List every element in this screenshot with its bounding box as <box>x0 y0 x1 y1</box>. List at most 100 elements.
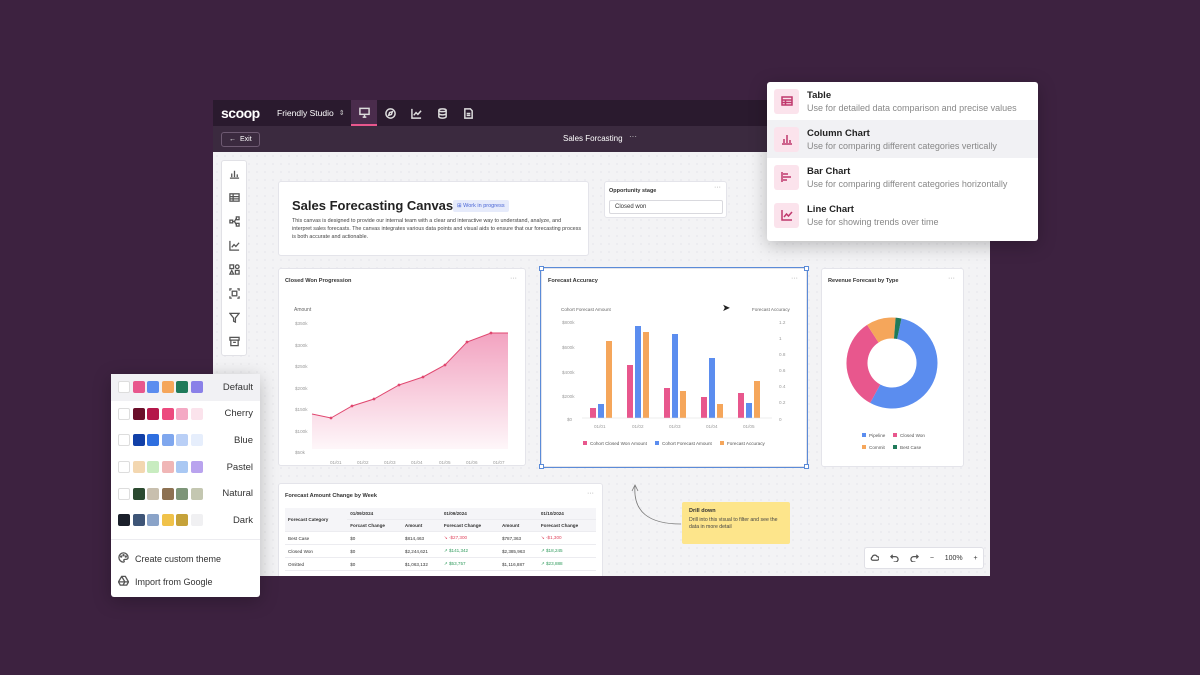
y-tick: $250k <box>295 364 308 369</box>
connector-arrow <box>631 484 682 525</box>
resize-handle[interactable] <box>804 464 809 469</box>
area-fill <box>312 333 508 449</box>
theme-picker: Default Cherry Blue Pastel Natural <box>111 374 260 597</box>
chart-option-table[interactable]: Table Use for detailed data comparison an… <box>767 82 1038 120</box>
legend-label: Pipeline <box>869 433 886 438</box>
cloud-icon[interactable] <box>870 553 881 564</box>
x-tick: 01/05 <box>743 424 755 429</box>
chart-option-line[interactable]: Line Chart Use for showing trends over ti… <box>767 196 1038 234</box>
color-swatch <box>161 487 174 500</box>
option-desc: Use for comparing different categories v… <box>807 140 997 151</box>
page-title: Sales Forecasting Canvas <box>292 198 454 213</box>
forecast-table-card[interactable]: Forecast Amount Change by Week ··· Forec… <box>278 483 603 576</box>
document-menu-icon[interactable]: ··· <box>629 132 637 141</box>
undo-icon[interactable] <box>890 553 899 564</box>
y-tick: $350k <box>295 321 308 326</box>
table-cell: ↗ $53,757 <box>440 557 499 571</box>
zoom-out-button[interactable]: − <box>929 554 934 562</box>
data-point <box>372 397 376 401</box>
column-header: Forecast Change <box>537 519 596 532</box>
theme-option-natural[interactable]: Natural <box>111 480 260 507</box>
table-row[interactable]: Best Case $0 $814,463 ↘ -$27,300 $787,36… <box>285 531 596 545</box>
table-cell: ↗ $23,888 <box>537 557 596 571</box>
legend-label: Cohort Closed Won Amount <box>590 441 648 446</box>
x-tick: 01/05 <box>439 460 451 465</box>
option-title: Line Chart <box>807 203 854 215</box>
donut-slice-closed-won <box>846 317 938 409</box>
resize-handle[interactable] <box>539 266 544 271</box>
canvas-description-card[interactable]: Sales Forecasting Canvas ⊞ Work in progr… <box>278 181 589 256</box>
table-cell: $2,244,621 <box>401 544 441 558</box>
theme-option-default[interactable]: Default <box>111 374 260 401</box>
table-cell: $0 <box>347 544 402 558</box>
left-axis-label: Cohort Forecast Amount <box>561 307 612 312</box>
legend-label: Closed Won <box>900 433 925 438</box>
legend-label: Cohort Forecast Amount <box>662 441 713 446</box>
closed-won-chart-card[interactable]: Closed Won Progression ··· Amount $350k … <box>278 268 526 466</box>
y-tick: $150k <box>295 407 308 412</box>
theme-option-pastel[interactable]: Pastel <box>111 454 260 481</box>
resize-handle[interactable] <box>804 266 809 271</box>
opportunity-filter-card: Opportunity stage ··· Closed won <box>604 181 727 218</box>
color-swatch <box>176 407 189 420</box>
color-swatch <box>132 487 145 500</box>
chart-option-column[interactable]: Column Chart Use for comparing different … <box>767 120 1038 158</box>
line-chart-icon <box>774 202 799 228</box>
forecast-accuracy-chart-card[interactable]: Forecast Accuracy ··· Cohort Forecast Am… <box>539 266 809 469</box>
presentation-icon[interactable] <box>351 100 377 126</box>
create-theme-button[interactable]: Create custom theme <box>118 552 221 565</box>
exit-button[interactable]: ← Exit <box>221 131 260 147</box>
color-swatch <box>161 407 174 420</box>
color-swatch <box>132 434 145 447</box>
x-tick: 01/04 <box>706 424 718 429</box>
canvas-description: This canvas is designed to provide our i… <box>292 218 582 240</box>
zoom-in-button[interactable]: + <box>973 554 978 562</box>
legend-label: Forecast Accuracy <box>727 441 765 446</box>
color-swatch <box>118 461 130 474</box>
document-title[interactable]: Sales Forcasting <box>563 134 623 143</box>
filter-tool-icon[interactable] <box>222 305 246 329</box>
table-cell: Omitted <box>285 557 348 571</box>
column-chart-tool-icon[interactable] <box>222 161 246 185</box>
card-menu-icon[interactable]: ··· <box>510 275 517 282</box>
flow-tool-icon[interactable] <box>222 209 246 233</box>
trend-tool-icon[interactable] <box>222 233 246 257</box>
y-tick: $800k <box>562 320 575 325</box>
compass-icon[interactable] <box>377 100 403 126</box>
redo-icon[interactable] <box>910 553 920 564</box>
theme-option-dark[interactable]: Dark <box>111 507 260 534</box>
import-google-button[interactable]: Import from Google <box>117 575 213 588</box>
opportunity-stage-select[interactable]: Closed won <box>609 200 723 214</box>
bar-forecast <box>672 334 678 418</box>
color-swatch <box>190 514 203 527</box>
theme-option-blue[interactable]: Blue <box>111 427 260 454</box>
chart-option-bar[interactable]: Bar Chart Use for comparing different cat… <box>767 158 1038 196</box>
archive-tool-icon[interactable] <box>222 329 246 353</box>
card-menu-icon[interactable]: ··· <box>587 490 594 497</box>
sticky-note[interactable]: Drill down Drill into this visual to fil… <box>682 502 790 544</box>
spreadsheet-icon[interactable] <box>455 100 481 126</box>
workspace-switcher[interactable]: Friendly Studio ⇕ <box>277 108 351 118</box>
color-swatch <box>147 434 160 447</box>
database-icon[interactable] <box>429 100 455 126</box>
table-row[interactable]: Omitted $0 $1,063,132 ↗ $53,757 $1,116,8… <box>285 557 596 571</box>
table-row[interactable]: Closed Won $0 $2,244,621 ↗ $141,342 $2,3… <box>285 544 596 558</box>
card-menu-icon[interactable]: ··· <box>714 184 721 191</box>
table-tool-icon[interactable] <box>222 185 246 209</box>
bar-chart-icon <box>774 164 799 190</box>
palette-icon <box>118 552 129 565</box>
card-menu-icon[interactable]: ··· <box>791 275 798 282</box>
y-tick: $200k <box>562 394 575 399</box>
bar-forecast <box>746 403 752 418</box>
resize-handle[interactable] <box>539 464 544 469</box>
x-tick: 01/06 <box>466 460 478 465</box>
frame-tool-icon[interactable] <box>222 281 246 305</box>
y-tick: $200k <box>295 386 308 391</box>
card-menu-icon[interactable]: ··· <box>948 275 955 282</box>
theme-name: Dark <box>232 514 253 526</box>
shapes-tool-icon[interactable] <box>222 257 246 281</box>
line-chart-icon[interactable] <box>403 100 429 126</box>
revenue-donut-card[interactable]: Revenue Forecast by Type ··· Pipeline Cl… <box>821 268 964 467</box>
bar-closed-won <box>738 393 744 418</box>
theme-option-cherry[interactable]: Cherry <box>111 401 260 428</box>
